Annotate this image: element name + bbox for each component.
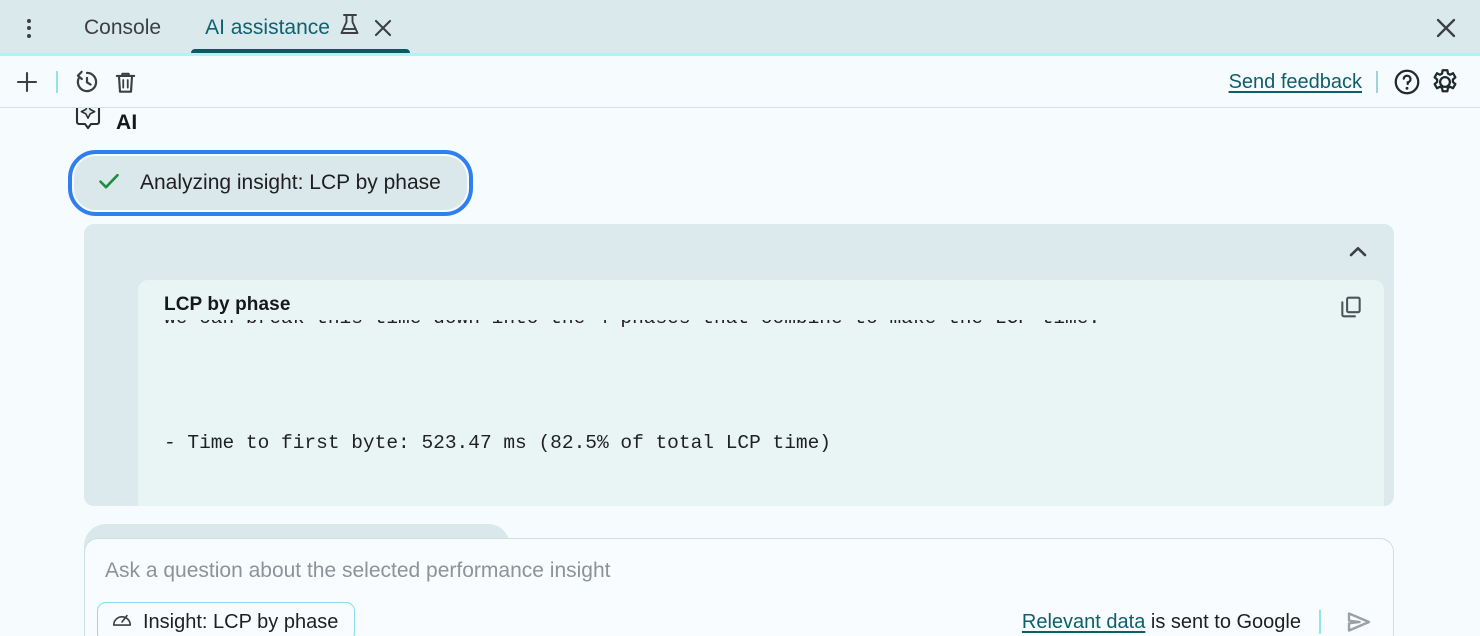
tab-strip: Console AI assistance [0, 0, 1480, 56]
gear-icon [1433, 69, 1457, 93]
history-icon [76, 70, 98, 93]
step-analyzing-insight-wrap: Analyzing insight: LCP by phase [0, 142, 1480, 216]
tab-label: AI assistance [205, 16, 330, 39]
more-options-button[interactable] [10, 9, 48, 47]
panel-close-button[interactable] [1426, 8, 1466, 48]
chat-input-footer: Insight: LCP by phase Relevant data is s… [85, 598, 1393, 636]
context-chip-insight[interactable]: Insight: LCP by phase [97, 602, 356, 636]
more-options-icon [27, 18, 31, 38]
close-icon [1436, 18, 1456, 38]
collapse-step-button[interactable] [1340, 234, 1376, 270]
delete-chat-button[interactable] [106, 63, 144, 101]
step-label: Analyzing insight: LCP by phase [140, 171, 441, 194]
ai-toolbar: Send feedback [0, 56, 1480, 108]
performance-gauge-icon [111, 609, 133, 636]
insight-phase-lines: - Time to first byte: 523.47 ms (82.5% o… [138, 366, 1384, 506]
tab-ai-assistance[interactable]: AI assistance [183, 0, 418, 56]
new-chat-button[interactable] [8, 63, 46, 101]
help-circle-icon [1394, 69, 1420, 95]
context-chip-label: Insight: LCP by phase [143, 610, 339, 633]
send-icon [1347, 612, 1371, 632]
disclaimer-text: is sent to Google [1145, 610, 1301, 633]
copy-button[interactable] [1332, 288, 1370, 326]
chat-input[interactable]: Ask a question about the selected perfor… [105, 559, 611, 582]
send-button[interactable] [1339, 602, 1379, 636]
copy-icon [1341, 296, 1361, 318]
relevant-data-link[interactable]: Relevant data [1021, 610, 1146, 633]
agent-message-header: AI [0, 108, 1480, 142]
trash-icon [115, 72, 135, 93]
close-icon [374, 19, 392, 37]
insight-intro-text: We can break this time down into the 4 p… [164, 320, 1100, 334]
toolbar-divider [56, 71, 58, 93]
settings-button[interactable] [1426, 63, 1464, 101]
step-analyzing-insight[interactable]: Analyzing insight: LCP by phase [68, 150, 473, 216]
insight-intro-line-clipped: We can break this time down into the 4 p… [138, 320, 1384, 334]
tab-close-button[interactable] [370, 15, 396, 41]
insight-content-card: LCP by phase We can break this time down… [138, 280, 1384, 506]
tab-console[interactable]: Console [62, 0, 183, 56]
agent-name: AI [116, 111, 138, 134]
chat-input-container: Ask a question about the selected perfor… [84, 538, 1394, 636]
step-expanded-container: LCP by phase We can break this time down… [84, 224, 1394, 506]
tab-label: Console [84, 16, 162, 39]
send-feedback-link[interactable]: Send feedback [1228, 70, 1362, 93]
conversation-area: AI Analyzing insight: LCP by phase [0, 108, 1480, 636]
history-button[interactable] [68, 63, 106, 101]
toolbar-divider-right [1376, 71, 1378, 93]
chat-footer-actions: Relevant data is sent to Google [1022, 602, 1379, 636]
phase-line: - Time to first byte: 523.47 ms (82.5% o… [164, 432, 832, 454]
chevron-up-icon [1349, 246, 1367, 257]
help-button[interactable] [1388, 63, 1426, 101]
footer-divider [1319, 610, 1321, 634]
chat-sparkle-icon [74, 108, 102, 140]
plus-icon [16, 71, 38, 93]
step-expanded-toolbar [84, 224, 1394, 280]
card-title: LCP by phase [164, 294, 291, 315]
flask-icon [339, 13, 361, 43]
data-disclaimer: Relevant data is sent to Google [1022, 611, 1301, 634]
check-icon [96, 168, 122, 199]
tab-list: Console AI assistance [62, 0, 418, 56]
